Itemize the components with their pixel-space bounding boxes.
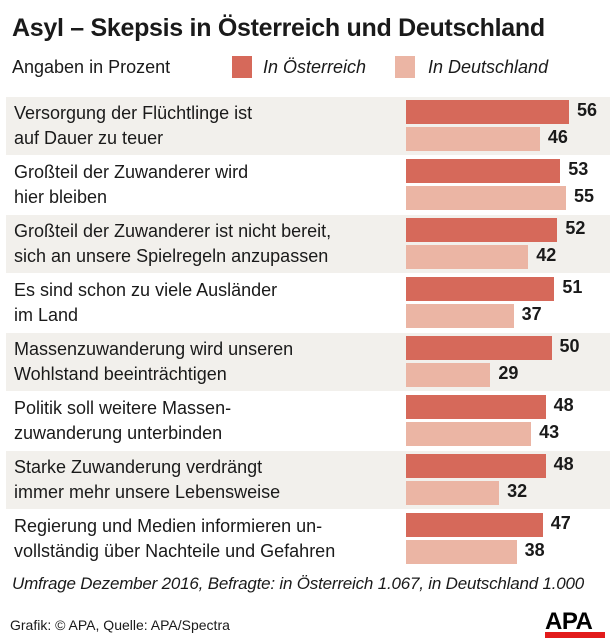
value-label-germany: 55	[574, 186, 595, 206]
apa-logo: APA	[545, 608, 605, 638]
value-label-austria: 50	[559, 336, 580, 356]
legend-label-germany: In Deutschland	[428, 57, 549, 77]
chart-row: Großteil der Zuwanderer wird hier bleibe…	[6, 156, 610, 214]
bar-austria	[406, 513, 543, 537]
chart-row: Regierung und Medien informieren un- vol…	[6, 510, 610, 568]
category-label: Massenzuwanderung wird unseren Wohlstand…	[14, 339, 294, 384]
apa-logo-text: APA	[545, 608, 593, 635]
bar-austria	[406, 100, 569, 124]
bar-austria	[406, 395, 546, 419]
legend-swatch-austria	[232, 56, 252, 78]
survey-note: Umfrage Dezember 2016, Befragte: in Öste…	[12, 574, 585, 593]
chart-row: Politik soll weitere Massen- zuwanderung…	[6, 392, 610, 450]
value-label-germany: 46	[547, 127, 568, 147]
value-label-germany: 42	[536, 245, 557, 265]
category-label: Regierung und Medien informieren un- vol…	[14, 516, 336, 561]
value-label-austria: 52	[565, 218, 586, 238]
value-label-austria: 56	[576, 100, 597, 120]
bar-austria	[406, 336, 552, 360]
bar-germany	[406, 127, 540, 151]
category-label: Großteil der Zuwanderer ist nicht bereit…	[14, 221, 332, 266]
bar-austria	[406, 218, 558, 242]
chart-row: Großteil der Zuwanderer ist nicht bereit…	[6, 215, 610, 273]
chart-row: Es sind schon zu viele Ausländer im Land…	[6, 274, 610, 332]
bar-germany	[406, 422, 532, 446]
category-label: Großteil der Zuwanderer wird hier bleibe…	[14, 162, 249, 207]
value-label-austria: 53	[568, 159, 589, 179]
value-label-germany: 29	[498, 363, 519, 383]
value-label-germany: 43	[539, 422, 560, 442]
category-label: Es sind schon zu viele Ausländer im Land	[14, 280, 278, 325]
value-label-germany: 38	[524, 540, 545, 560]
bar-austria	[406, 454, 546, 478]
bar-germany	[406, 304, 514, 328]
legend-swatch-germany	[395, 56, 415, 78]
apa-logo-bar	[545, 632, 605, 638]
chart-row: Starke Zuwanderung verdrängt immer mehr …	[6, 451, 610, 509]
bar-austria	[406, 159, 561, 183]
value-label-austria: 48	[553, 454, 574, 474]
source-credit: Grafik: © APA, Quelle: APA/Spectra	[10, 617, 230, 633]
chart-row: Massenzuwanderung wird unseren Wohlstand…	[6, 333, 610, 391]
bar-germany	[406, 540, 517, 564]
value-label-germany: 32	[507, 481, 528, 501]
value-label-austria: 47	[550, 513, 571, 533]
bar-germany	[406, 245, 529, 269]
bar-germany	[406, 186, 567, 210]
category-label: Versorgung der Flüchtlinge ist auf Dauer…	[14, 103, 253, 148]
chart-row: Versorgung der Flüchtlinge ist auf Dauer…	[6, 97, 610, 155]
bar-austria	[406, 277, 555, 301]
value-label-germany: 37	[521, 304, 542, 324]
chart-subtitle: Angaben in Prozent	[12, 57, 171, 77]
legend-label-austria: In Österreich	[263, 57, 367, 77]
category-label: Starke Zuwanderung verdrängt immer mehr …	[14, 457, 281, 502]
value-label-austria: 48	[553, 395, 574, 415]
value-label-austria: 51	[562, 277, 583, 297]
chart-title: Asyl – Skepsis in Österreich und Deutsch…	[12, 14, 545, 42]
bar-germany	[406, 363, 491, 387]
bar-germany	[406, 481, 500, 505]
category-label: Politik soll weitere Massen- zuwanderung…	[14, 398, 232, 443]
